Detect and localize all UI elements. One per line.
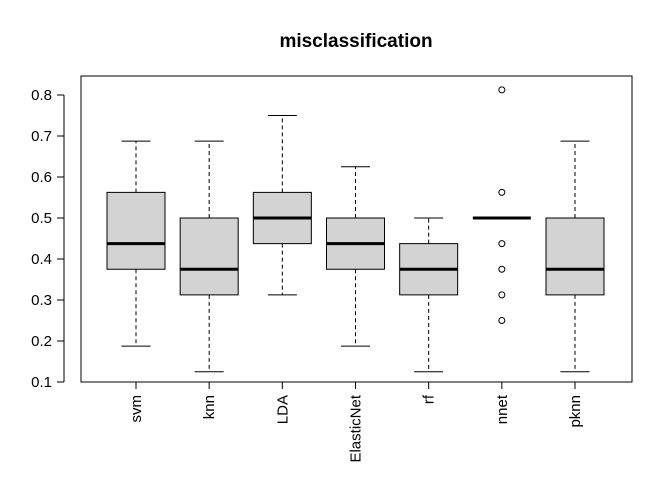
- box-rf: [399, 217, 459, 373]
- y-axis: 0.1 0.2 0.3 0.4 0.5 0.6 0.7 0.8: [31, 87, 65, 391]
- outlier-point: [498, 188, 506, 196]
- chart-title: misclassification: [279, 31, 432, 52]
- outlier-point: [498, 86, 506, 94]
- y-tick-label: 0.1: [31, 374, 52, 391]
- y-tick-label: 0.6: [31, 169, 52, 186]
- y-tick-label: 0.5: [31, 210, 52, 227]
- box-knn: [179, 140, 239, 373]
- y-tick-label: 0.7: [31, 128, 52, 145]
- x-tick-label: pknn: [567, 395, 584, 428]
- box-pknn: [545, 140, 605, 373]
- outlier-point: [498, 265, 506, 273]
- outlier-point: [498, 291, 506, 299]
- box-svm: [106, 140, 166, 347]
- y-tick-label: 0.2: [31, 333, 52, 350]
- box-iqr: [106, 191, 166, 270]
- x-tick-label: ElasticNet: [348, 394, 365, 462]
- box-iqr: [179, 217, 239, 296]
- y-tick-label: 0.3: [31, 292, 52, 309]
- x-tick-label: nnet: [494, 394, 511, 424]
- boxes-group: [106, 86, 605, 373]
- box-iqr: [545, 217, 605, 296]
- x-axis: svm knn LDA ElasticNet rf nnet pknn: [128, 381, 584, 463]
- outlier-point: [498, 317, 506, 324]
- x-tick-label: rf: [421, 394, 438, 404]
- x-tick-label: LDA: [274, 395, 291, 424]
- box-lda: [252, 115, 312, 296]
- box-elasticnet: [326, 166, 385, 347]
- x-tick-label: svm: [128, 395, 145, 423]
- outlier-point: [498, 240, 506, 248]
- y-tick-label: 0.8: [31, 87, 52, 104]
- x-tick-label: knn: [201, 395, 218, 419]
- y-tick-label: 0.4: [31, 251, 52, 268]
- box-nnet: [472, 86, 531, 324]
